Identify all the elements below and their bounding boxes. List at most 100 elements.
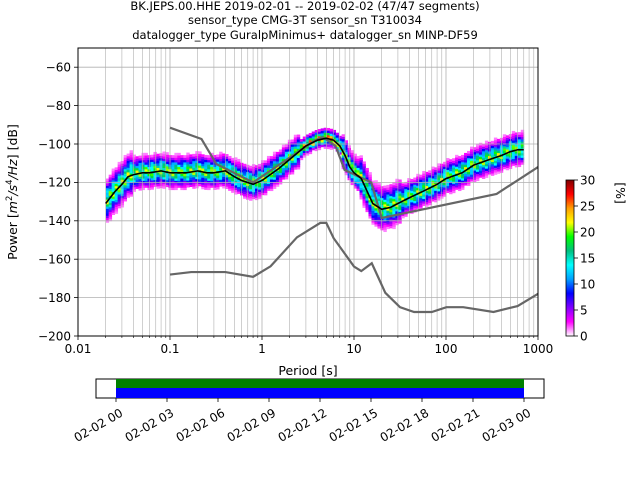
density-cell [446, 178, 450, 182]
density-cell [174, 152, 178, 156]
density-cell [422, 187, 426, 190]
density-cell [284, 149, 289, 152]
density-cell [135, 165, 139, 169]
density-cell [111, 186, 116, 190]
density-cell [356, 169, 360, 173]
density-cell [416, 194, 420, 198]
density-cell [472, 179, 477, 183]
density-cell [114, 174, 119, 177]
density-cell [225, 177, 229, 180]
density-cell [398, 218, 402, 222]
density-cell [147, 166, 151, 170]
density-cell [228, 158, 232, 161]
density-cell [323, 134, 328, 138]
density-cell [410, 206, 414, 210]
density-cell [347, 159, 351, 162]
density-cell [353, 178, 357, 182]
colorbar-tick-label: 10 [580, 277, 595, 291]
density-cell [338, 135, 342, 139]
density-cell [356, 165, 360, 168]
density-cell [207, 155, 211, 158]
density-cell [207, 164, 211, 168]
density-cell [401, 190, 405, 193]
density-cell [398, 202, 402, 206]
density-cell [419, 186, 423, 189]
density-cell [120, 202, 125, 206]
density-cell [350, 175, 354, 179]
density-cell [398, 195, 402, 199]
density-cell [204, 166, 208, 170]
density-cell [356, 179, 360, 182]
density-cell [332, 136, 337, 140]
density-cell [111, 189, 116, 192]
density-cell [452, 172, 456, 175]
density-cell [237, 168, 241, 171]
density-cell [395, 185, 399, 189]
density-cell [129, 180, 133, 183]
density-cell [263, 162, 268, 166]
density-cell [446, 183, 450, 187]
density-cell [437, 179, 441, 183]
density-cell [452, 169, 456, 173]
colorbar-tick-label: 0 [580, 329, 588, 343]
density-cell [171, 166, 175, 170]
density-cell [386, 205, 390, 209]
density-cell [108, 183, 113, 187]
density-cell [305, 146, 310, 149]
density-cell [359, 164, 363, 168]
density-cell [150, 157, 154, 160]
density-cell [132, 159, 136, 162]
density-cell [117, 198, 122, 202]
density-cell [449, 173, 453, 176]
density-cell [472, 177, 477, 180]
density-cell [150, 154, 154, 158]
density-cell [263, 192, 268, 196]
density-cell [505, 139, 510, 143]
density-cell [147, 182, 151, 186]
density-cell [401, 206, 405, 210]
density-cell [320, 144, 325, 148]
density-cell [481, 171, 486, 175]
density-cell [186, 154, 190, 158]
density-cell [478, 165, 483, 169]
density-cell [353, 155, 357, 159]
density-cell [105, 201, 110, 205]
density-cell [437, 174, 441, 178]
density-cell [228, 176, 232, 180]
density-cell [153, 151, 157, 155]
density-cell [123, 180, 127, 184]
density-cell [222, 183, 226, 187]
density-cell [114, 190, 119, 194]
density-cell [452, 185, 456, 189]
density-cell [443, 173, 447, 177]
density-cell [347, 149, 351, 153]
density-cell [141, 173, 145, 177]
density-cell [156, 183, 160, 187]
density-cell [120, 165, 125, 169]
density-cell [281, 172, 286, 176]
density-cell [266, 185, 271, 189]
grid-lines [77, 48, 538, 337]
density-cell [132, 166, 136, 169]
density-cell [275, 156, 280, 160]
density-cell [386, 198, 390, 202]
density-cell [437, 167, 441, 171]
density-cell [517, 141, 522, 145]
density-cell [481, 169, 486, 173]
density-cell [461, 177, 465, 181]
density-cell [410, 185, 414, 189]
density-cell [186, 166, 190, 170]
density-cell [389, 223, 393, 227]
density-cell [201, 161, 205, 164]
density-cell [502, 159, 507, 163]
density-cell [195, 155, 199, 159]
density-cell [281, 170, 286, 173]
density-cell [302, 150, 307, 154]
density-cell [210, 164, 214, 168]
density-cell [443, 189, 447, 193]
density-cell [314, 132, 319, 135]
density-cell [284, 169, 289, 173]
density-cell [266, 162, 271, 166]
density-cell [434, 192, 438, 196]
density-cell [484, 140, 489, 144]
